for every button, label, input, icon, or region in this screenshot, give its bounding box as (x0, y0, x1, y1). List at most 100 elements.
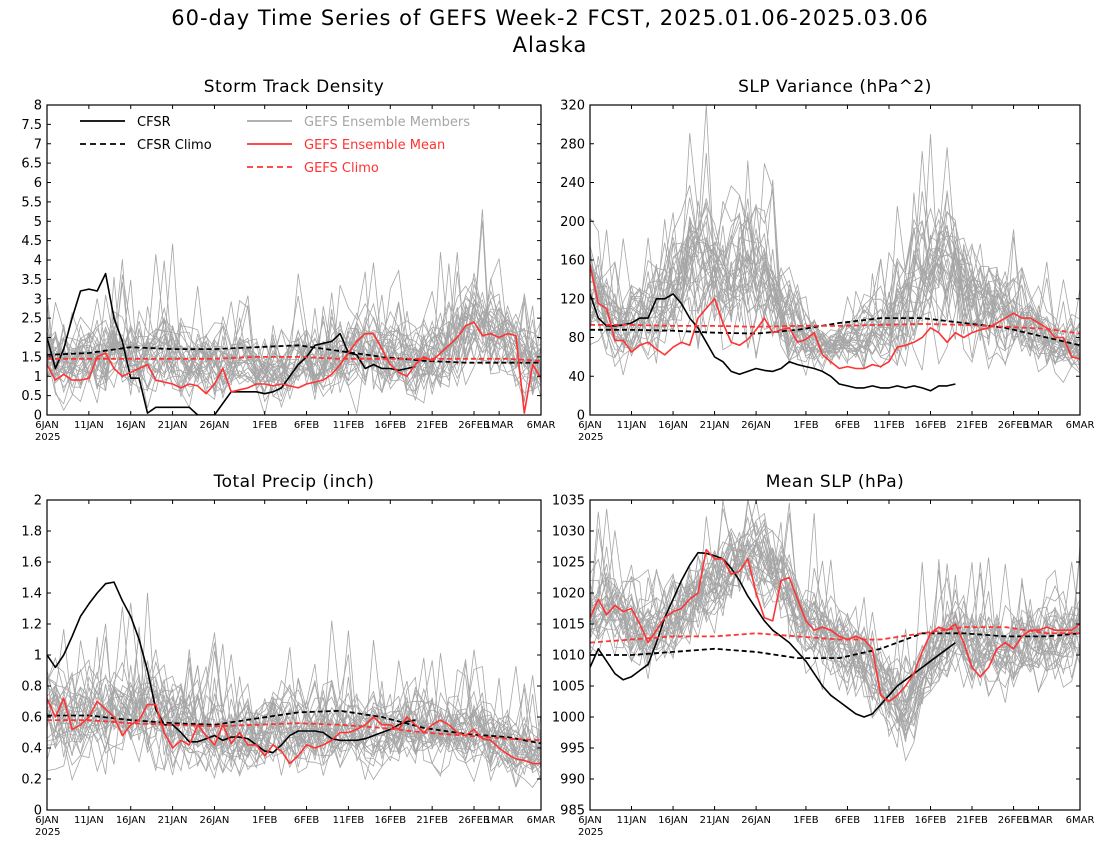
y-tick-label: 3 (34, 292, 42, 307)
x-tick-label: 26FEB (458, 420, 490, 431)
panel-1: Storm Track Density 0 0.5 1 1.5 2 2.5 3 3.5 4 4.5 5… (21, 77, 555, 443)
plot-frame (589, 104, 1081, 416)
y-tick-label: 0.6 (21, 711, 42, 726)
member-line (590, 558, 1080, 707)
ensemble-members (590, 500, 1080, 762)
y-tick-label: 160 (560, 254, 585, 269)
x-tick-label: 6JAN (578, 420, 601, 431)
x-tick-label: 26FEB (998, 815, 1030, 826)
member-line (590, 548, 1080, 724)
x-tick-label: 6FEB (294, 815, 319, 826)
member-line (590, 190, 1080, 351)
x-tick-label: 11FEB (333, 420, 365, 431)
member-line (47, 278, 541, 405)
x-tick-label: 21FEB (416, 420, 448, 431)
x-tick-label: 6JAN (578, 815, 601, 826)
x-tick-label: 11JAN (617, 420, 647, 431)
x-tick-label: 6FEB (294, 420, 319, 431)
x-tick-label: 16FEB (915, 420, 947, 431)
member-line (590, 543, 1080, 737)
panel-title: Storm Track Density (204, 77, 385, 97)
x-tick-label: 6MAR (1066, 420, 1095, 431)
x-tick-label: 21FEB (956, 420, 988, 431)
series-gefs-ensemble-mean (590, 264, 1080, 370)
member-line (590, 190, 1080, 373)
y-tick-label: 1.6 (21, 556, 42, 571)
x-tick-label: 6JAN (35, 420, 58, 431)
member-line (590, 502, 1080, 728)
y-tick-label: 2 (34, 331, 42, 346)
x-tick-label: 26FEB (458, 815, 490, 826)
y-tick-label: 5 (34, 215, 42, 230)
legend: CFSR CFSR Climo GEFS Ensemble Members GEFS … (80, 115, 470, 176)
member-line (47, 629, 541, 780)
x-tick-label: 1FEB (252, 815, 277, 826)
member-line (590, 538, 1080, 703)
y-tick-label: 995 (560, 742, 585, 757)
x-tick-label: 11FEB (873, 420, 905, 431)
legend-label-cfsr-climo: CFSR Climo (137, 138, 212, 153)
y-tick-label: 200 (560, 215, 585, 230)
y-tick-label: 1.5 (21, 350, 42, 365)
member-line (590, 540, 1080, 740)
x-tick-label: 11JAN (74, 815, 104, 826)
x-year-label: 2025 (35, 432, 60, 443)
y-tick-label: 0.8 (21, 680, 42, 695)
legend-label-gefs-climo: GEFS Climo (304, 161, 379, 176)
y-tick-label: 80 (568, 331, 585, 346)
panel-2: SLP Variance (hPa^2) 0 40 80 120 160 200 240 280… (560, 77, 1094, 443)
panel-title: Total Precip (inch) (213, 472, 375, 492)
series-gefs-climo (590, 322, 1080, 335)
x-year-label: 2025 (578, 432, 603, 443)
y-tick-label: 6 (34, 176, 42, 191)
x-tick-label: 21FEB (416, 815, 448, 826)
panel-4: Mean SLP (hPa) 985 990 995 1000 1005 1010 1015 1… (552, 472, 1095, 838)
member-line (590, 163, 1080, 361)
member-line (47, 620, 541, 783)
series-cfsr-climo (47, 344, 541, 364)
member-line (47, 675, 541, 769)
series-cfsr-climo (47, 709, 541, 745)
x-tick-label: 16JAN (116, 420, 146, 431)
series-cfsr (47, 581, 416, 754)
member-line (47, 657, 541, 768)
figure-subtitle: Alaska (512, 33, 588, 57)
member-line (590, 205, 1080, 365)
series-gefs-ensemble-mean (47, 321, 541, 414)
series-gefs-ensemble-mean (590, 548, 1080, 703)
legend-label-cfsr: CFSR (137, 115, 171, 130)
member-line (590, 227, 1080, 355)
y-tick-label: 4.5 (21, 234, 42, 249)
member-line (590, 528, 1080, 728)
legend-label-members: GEFS Ensemble Members (304, 115, 470, 130)
x-tick-label: 6MAR (527, 815, 556, 826)
y-tick-label: 1020 (552, 587, 585, 602)
x-tick-label: 16JAN (658, 815, 688, 826)
member-line (47, 659, 541, 773)
x-tick-label: 6FEB (835, 815, 860, 826)
y-tick-label: 320 (560, 99, 585, 114)
member-line (590, 532, 1080, 711)
member-line (47, 623, 541, 770)
x-tick-label: 6FEB (835, 420, 860, 431)
x-tick-label: 21JAN (700, 420, 730, 431)
y-tick-label: 0 (577, 409, 585, 424)
x-tick-label: 16JAN (658, 420, 688, 431)
y-tick-label: 0.2 (21, 773, 42, 788)
y-tick-label: 1005 (552, 680, 585, 695)
y-tick-label: 0.5 (21, 389, 42, 404)
member-line (590, 212, 1080, 370)
y-tick-label: 1 (34, 370, 42, 385)
x-tick-label: 16JAN (116, 815, 146, 826)
y-tick-label: 0 (34, 409, 42, 424)
x-tick-label: 1MAR (485, 815, 514, 826)
member-line (590, 160, 1080, 375)
series-gefs-climo (47, 355, 541, 362)
panel-3: Total Precip (inch) 0 0.2 0.4 0.6 0.8 1 1.2 1.4 1… (21, 472, 555, 838)
y-tick-label: 280 (560, 137, 585, 152)
x-tick-label: 21FEB (956, 815, 988, 826)
member-line (47, 632, 541, 773)
series-cfsr (590, 293, 956, 392)
y-tick-label: 1.2 (21, 618, 42, 633)
y-tick-label: 5.5 (21, 195, 42, 210)
